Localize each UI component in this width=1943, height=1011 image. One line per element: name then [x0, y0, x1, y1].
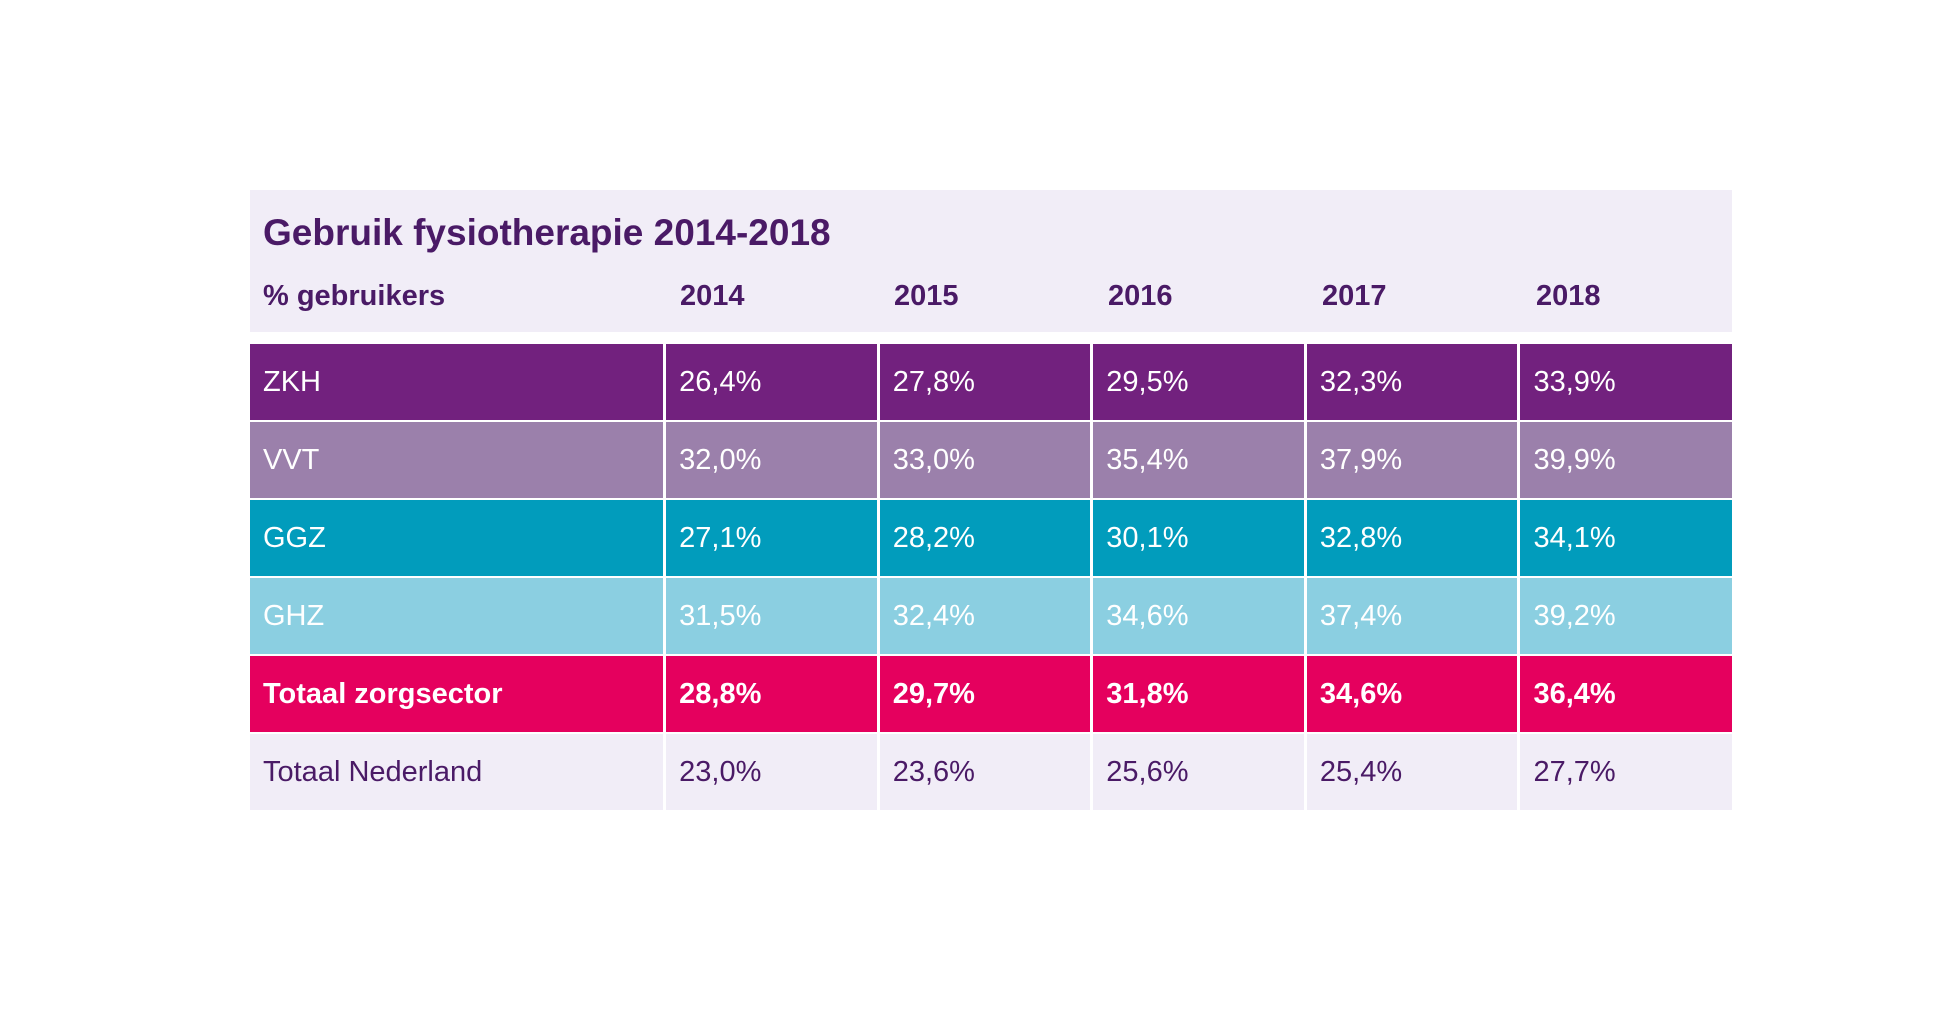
table-row: Totaal zorgsector 28,8% 29,7% 31,8% 34,6% 36,… — [250, 656, 1733, 732]
table-row: Totaal Nederland 23,0% 23,6% 25,6% 25,4% 27,7… — [250, 734, 1733, 810]
table-cell-2017: 32,8% — [1306, 500, 1518, 576]
table-cell-2015: 32,4% — [879, 578, 1091, 654]
row-label: Totaal zorgsector — [250, 656, 664, 732]
table-cell-2016: 34,6% — [1093, 578, 1304, 654]
column-header-2017: 2017 — [1322, 280, 1387, 312]
row-label: Totaal Nederland — [250, 734, 664, 810]
table-cell-2016: 30,1% — [1093, 500, 1304, 576]
table-cell-2016: 31,8% — [1093, 656, 1304, 732]
table-cell-2017: 37,4% — [1306, 578, 1518, 654]
row-label: GGZ — [250, 500, 664, 576]
table-header: Gebruik fysiotherapie 2014-2018 % gebrui… — [250, 190, 1732, 332]
row-header-label: % gebruikers — [263, 280, 446, 312]
table-cell-2016: 29,5% — [1093, 344, 1304, 420]
table-cell-2017: 25,4% — [1306, 734, 1518, 810]
table-row: VVT 32,0% 33,0% 35,4% 37,9% 39,9% — [250, 422, 1733, 498]
table-title: Gebruik fysiotherapie 2014-2018 — [263, 212, 831, 253]
table-cell-2015: 23,6% — [879, 734, 1091, 810]
column-header-2016: 2016 — [1108, 280, 1173, 312]
table-cell-2014: 31,5% — [666, 578, 877, 654]
table-cell-2018: 27,7% — [1520, 734, 1733, 810]
table-panel: Gebruik fysiotherapie 2014-2018 % gebrui… — [250, 190, 1733, 812]
table-cell-2018: 34,1% — [1520, 500, 1733, 576]
table-cell-2018: 39,2% — [1520, 578, 1733, 654]
table-cell-2014: 32,0% — [666, 422, 877, 498]
table-cell-2014: 23,0% — [666, 734, 877, 810]
table-cell-2014: 28,8% — [666, 656, 877, 732]
table-row: GGZ 27,1% 28,2% 30,1% 32,8% 34,1% — [250, 500, 1733, 576]
table-row: GHZ 31,5% 32,4% 34,6% 37,4% 39,2% — [250, 578, 1733, 654]
table-cell-2017: 32,3% — [1306, 344, 1518, 420]
table-cell-2018: 33,9% — [1520, 344, 1733, 420]
table-cell-2018: 36,4% — [1520, 656, 1733, 732]
column-header-2014: 2014 — [680, 280, 745, 312]
column-header-2018: 2018 — [1536, 280, 1601, 312]
row-label: ZKH — [250, 344, 664, 420]
table-cell-2015: 33,0% — [879, 422, 1091, 498]
table-cell-2014: 26,4% — [666, 344, 877, 420]
table-body: ZKH 26,4% 27,8% 29,5% 32,3% 33,9% VVT 32,0% 33,0… — [250, 344, 1733, 810]
column-header-2015: 2015 — [894, 280, 959, 312]
table-cell-2015: 28,2% — [879, 500, 1091, 576]
table-cell-2016: 35,4% — [1093, 422, 1304, 498]
table-cell-2015: 29,7% — [879, 656, 1091, 732]
table-cell-2014: 27,1% — [666, 500, 877, 576]
table-row: ZKH 26,4% 27,8% 29,5% 32,3% 33,9% — [250, 344, 1733, 420]
table-cell-2018: 39,9% — [1520, 422, 1733, 498]
table-cell-2017: 37,9% — [1306, 422, 1518, 498]
row-label: VVT — [250, 422, 664, 498]
table-cell-2015: 27,8% — [879, 344, 1091, 420]
table-cell-2017: 34,6% — [1306, 656, 1518, 732]
table-cell-2016: 25,6% — [1093, 734, 1304, 810]
row-label: GHZ — [250, 578, 664, 654]
